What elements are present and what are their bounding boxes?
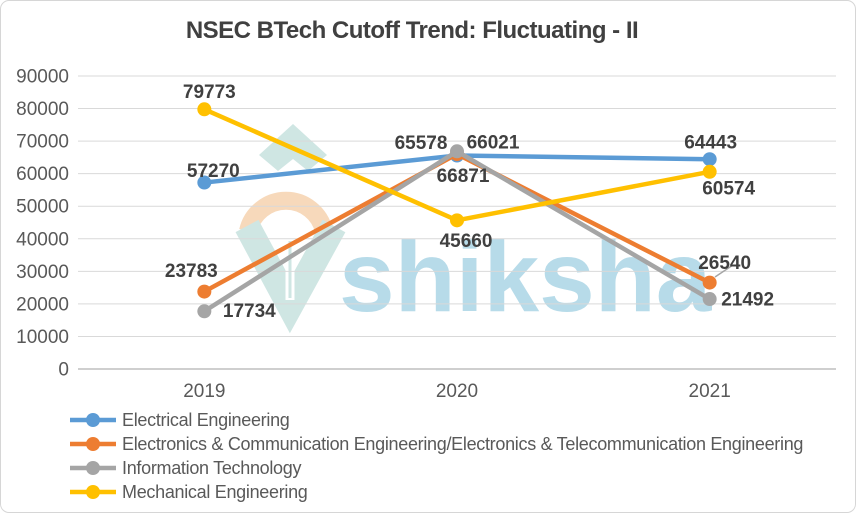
legend-marker-icon	[70, 461, 116, 475]
data-point	[197, 175, 212, 190]
legend-marker-icon	[70, 485, 116, 499]
legend-item-2: Information Technology	[70, 456, 803, 480]
y-tick-label: 80000	[16, 99, 69, 120]
x-tick-label: 2021	[689, 381, 731, 402]
data-point	[450, 213, 464, 228]
watermark-text: shiksha	[339, 221, 713, 333]
data-label: 45660	[440, 231, 493, 252]
y-tick-label: 30000	[16, 262, 69, 283]
legend-item-1: Electronics & Communication Engineering/…	[70, 432, 803, 456]
y-tick-label: 40000	[16, 229, 69, 250]
data-point	[197, 304, 212, 319]
data-label: 21492	[721, 290, 774, 311]
data-point	[702, 275, 717, 290]
data-label: 66871	[437, 166, 490, 187]
y-tick-label: 10000	[16, 327, 69, 348]
data-point	[702, 152, 717, 167]
y-tick-label: 70000	[16, 132, 69, 153]
data-label: 64443	[684, 133, 737, 154]
x-tick-label: 2020	[436, 381, 478, 402]
data-point	[702, 292, 717, 307]
y-tick-label: 90000	[16, 67, 69, 88]
y-tick-label: 0	[58, 360, 69, 381]
data-label: 60574	[702, 178, 755, 199]
y-tick-label: 50000	[16, 197, 69, 218]
data-point	[197, 284, 212, 299]
legend-label: Information Technology	[122, 457, 302, 478]
legend-label: Electronics & Communication Engineering/…	[122, 433, 804, 454]
legend-item-0: Electrical Engineering	[70, 408, 803, 432]
label-leader-line	[714, 264, 734, 278]
x-tick-label: 2019	[183, 381, 225, 402]
data-point	[702, 164, 717, 179]
y-tick-label: 20000	[16, 294, 69, 315]
legend-marker-icon	[70, 413, 116, 427]
data-label: 57270	[187, 161, 240, 182]
data-label: 23783	[165, 261, 218, 282]
legend-label: Mechanical Engineering	[122, 481, 308, 502]
data-label: 66021	[467, 133, 520, 154]
legend-label: Electrical Engineering	[122, 409, 290, 430]
data-label: 26540	[698, 253, 751, 274]
chart-title: NSEC BTech Cutoff Trend: Fluctuating - I…	[185, 17, 639, 44]
data-label: 17734	[223, 301, 276, 322]
legend-item-3: Mechanical Engineering	[70, 480, 803, 504]
chart-legend: Electrical Engineering Electronics & Comm…	[70, 408, 803, 504]
data-label: 79773	[183, 82, 236, 103]
data-label: 65578	[395, 133, 448, 154]
y-tick-label: 60000	[16, 164, 69, 185]
data-point	[450, 144, 464, 159]
data-point	[197, 102, 212, 117]
legend-marker-icon	[70, 437, 116, 451]
